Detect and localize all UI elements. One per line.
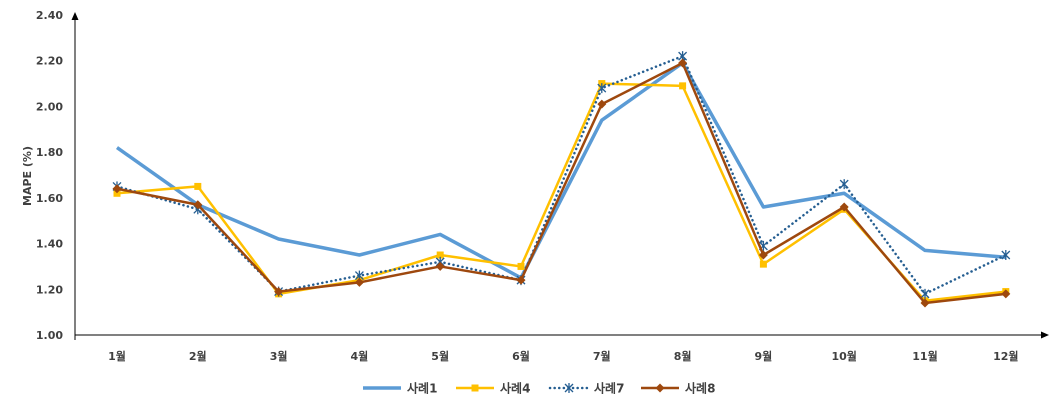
data-point-marker bbox=[517, 262, 525, 270]
series-4 bbox=[112, 58, 1011, 308]
y-axis-arrow-icon bbox=[71, 12, 79, 20]
data-point-marker bbox=[759, 260, 767, 268]
x-tick-label: 10월 bbox=[831, 349, 856, 363]
x-tick-label: 7월 bbox=[593, 349, 611, 363]
data-point-marker bbox=[435, 261, 445, 271]
data-point-marker bbox=[758, 250, 768, 260]
series-1 bbox=[115, 61, 1006, 280]
series-layer bbox=[112, 51, 1011, 308]
x-tick-label: 4월 bbox=[351, 349, 369, 363]
x-tick-label: 11월 bbox=[912, 349, 937, 363]
data-point-marker bbox=[839, 179, 849, 190]
legend-label: 사례8 bbox=[685, 381, 715, 396]
y-tick-label: 2.40 bbox=[36, 9, 63, 22]
data-point-marker bbox=[920, 298, 930, 308]
x-tick-label: 9월 bbox=[755, 349, 773, 363]
series-line bbox=[115, 61, 1006, 280]
y-axis-title: MAPE (%) bbox=[21, 146, 34, 206]
legend-marker-swatch bbox=[564, 383, 574, 393]
x-tick-label: 1월 bbox=[108, 349, 126, 363]
y-tick-label: 1.80 bbox=[36, 146, 63, 159]
legend-label: 사례7 bbox=[594, 381, 624, 396]
axes-group: MAPE (%) bbox=[21, 12, 1049, 340]
y-tick-label: 1.20 bbox=[36, 283, 63, 296]
y-tick-label: 2.20 bbox=[36, 55, 63, 68]
data-point-marker bbox=[274, 287, 284, 297]
data-point-marker bbox=[679, 82, 687, 90]
x-tick-label: 2월 bbox=[189, 349, 207, 363]
legend-item: 사례7 bbox=[548, 381, 624, 396]
y-tick-label: 1.00 bbox=[36, 329, 63, 342]
data-point-marker bbox=[920, 288, 930, 299]
legend-item: 사례8 bbox=[641, 381, 715, 396]
data-point-marker bbox=[112, 184, 122, 194]
data-point-marker bbox=[436, 251, 444, 259]
y-tick-label: 1.40 bbox=[36, 238, 63, 251]
data-point-marker bbox=[1001, 289, 1011, 299]
data-point-marker bbox=[839, 202, 849, 212]
x-axis-arrow-icon bbox=[1041, 331, 1049, 339]
data-point-marker bbox=[678, 58, 688, 68]
y-tick-label: 2.00 bbox=[36, 100, 63, 113]
data-point-marker bbox=[597, 83, 607, 94]
legend-item: 사례4 bbox=[456, 381, 530, 396]
x-tick-label: 6월 bbox=[512, 349, 530, 363]
x-tick-labels: 1월 2월 3월 4월 5월 6월 7월 8월 9월 10월 11월 12월 bbox=[108, 349, 1018, 363]
data-point-marker bbox=[354, 277, 364, 287]
x-tick-label: 3월 bbox=[270, 349, 288, 363]
legend-label: 사례1 bbox=[407, 381, 437, 396]
data-point-marker bbox=[1001, 250, 1011, 260]
data-point-marker bbox=[193, 200, 203, 210]
x-tick-label: 12월 bbox=[993, 349, 1018, 363]
legend-label: 사례4 bbox=[500, 381, 530, 396]
x-tick-label: 5월 bbox=[431, 349, 449, 363]
series-line bbox=[116, 61, 1006, 305]
x-tick-label: 8월 bbox=[674, 349, 692, 363]
data-point-marker bbox=[194, 182, 202, 190]
legend: 사례1 사례4 사례7 사례8 bbox=[363, 381, 715, 396]
y-tick-labels: 1.00 1.20 1.40 1.60 1.80 2.00 2.20 2.40 bbox=[36, 9, 63, 342]
legend-item: 사례1 bbox=[363, 381, 437, 396]
legend-marker-swatch bbox=[471, 384, 479, 392]
legend-marker-swatch bbox=[655, 383, 665, 393]
y-tick-label: 1.60 bbox=[36, 192, 63, 205]
data-point-marker bbox=[597, 99, 607, 109]
data-point-marker bbox=[113, 189, 121, 197]
data-point-marker bbox=[516, 275, 526, 285]
